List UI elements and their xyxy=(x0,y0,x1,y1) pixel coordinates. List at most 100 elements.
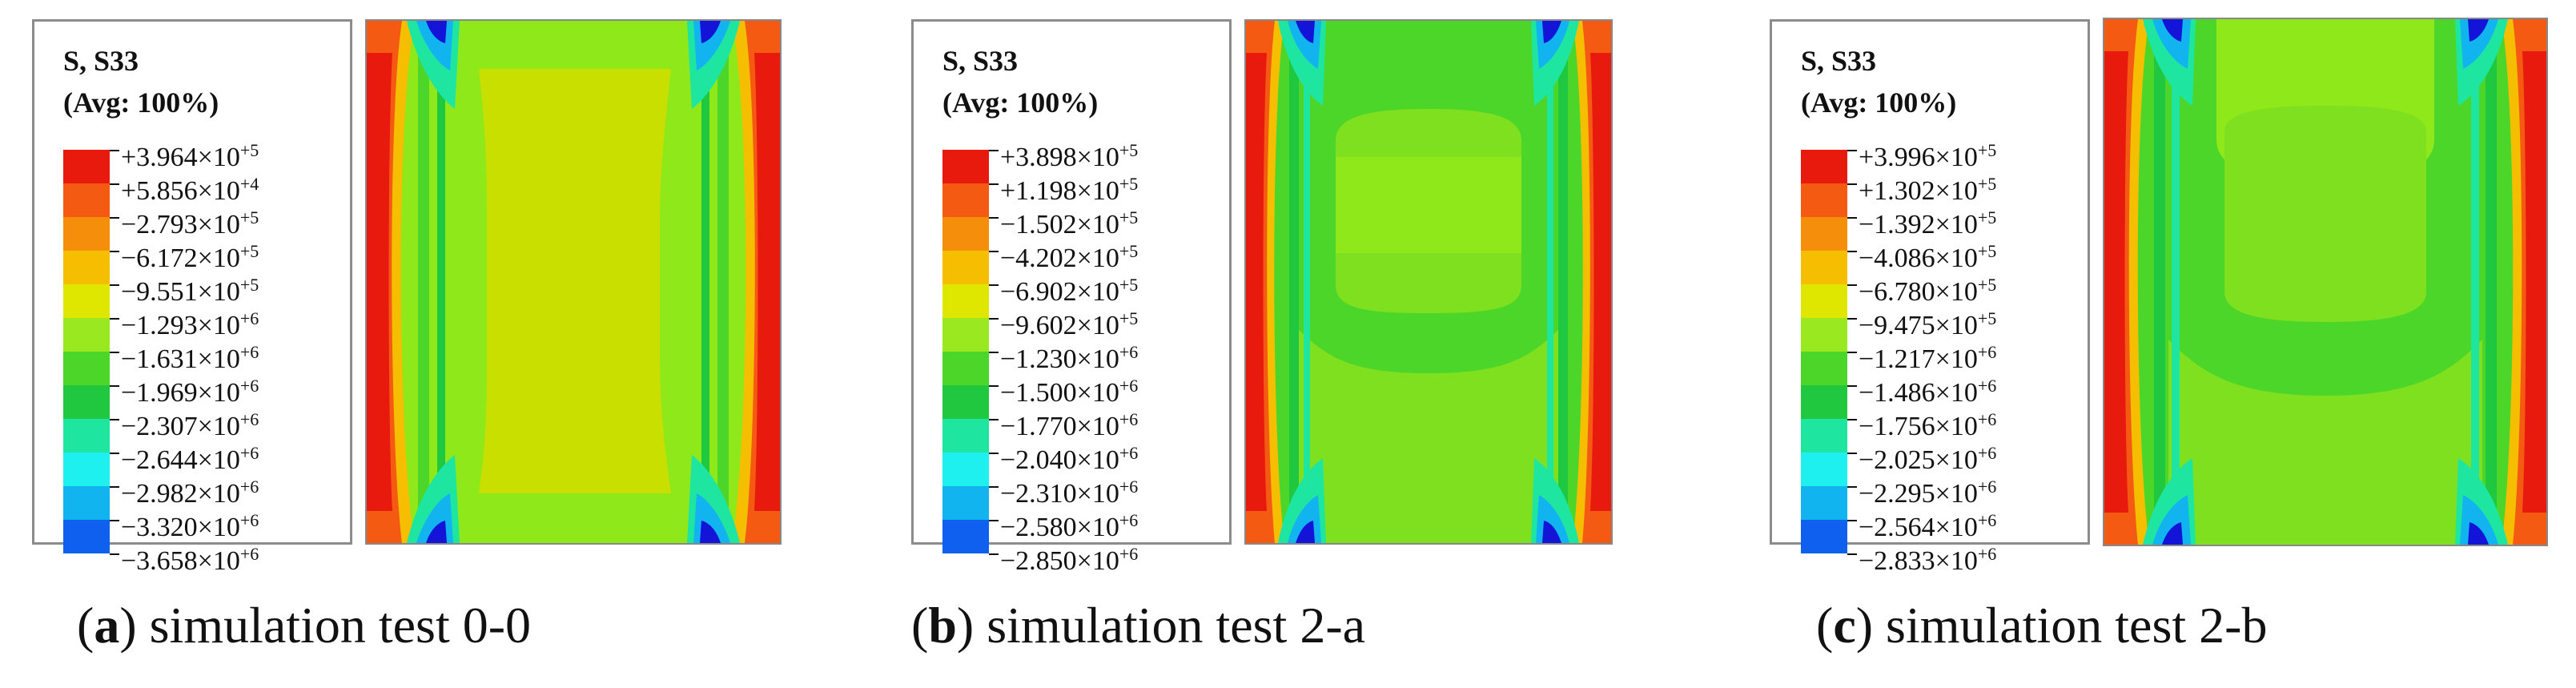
swatch xyxy=(942,318,989,352)
swatch xyxy=(63,453,110,486)
swatch xyxy=(1801,183,1847,217)
tick xyxy=(110,385,119,387)
legend-box: S, S33 (Avg: 100%) +3.996×10+5 +1.302×10… xyxy=(1770,19,2090,545)
scale-value: −2.310×10+6 xyxy=(1000,473,1138,508)
scale-value: −1.230×10+6 xyxy=(1000,339,1138,373)
swatch xyxy=(63,318,110,352)
tick xyxy=(1847,251,1857,252)
tick xyxy=(110,318,119,320)
scale-value: −2.644×10+6 xyxy=(121,440,259,474)
scale-value: −9.475×10+5 xyxy=(1859,305,1996,340)
tick xyxy=(1847,553,1857,555)
legend-box: S, S33 (Avg: 100%) +3.898×10+5 +1.198×10… xyxy=(911,19,1232,545)
tick xyxy=(989,553,999,555)
scale-value: +5.856×10+4 xyxy=(121,171,259,205)
tick xyxy=(989,352,999,353)
tick xyxy=(989,486,999,488)
caption: (c) simulation test 2-b xyxy=(1816,596,2267,655)
legend-subtitle: (Avg: 100%) xyxy=(942,86,1098,119)
legend-title: S, S33 xyxy=(63,44,139,78)
swatch xyxy=(63,251,110,284)
contour-band xyxy=(367,53,392,511)
contour-band xyxy=(2154,19,2165,545)
contour-plot xyxy=(1244,19,1613,545)
tick xyxy=(1847,352,1857,353)
scale-value: +1.198×10+5 xyxy=(1000,171,1138,205)
tick xyxy=(110,553,119,555)
scale-value: −2.564×10+6 xyxy=(1859,507,1996,541)
scale-value: +1.302×10+5 xyxy=(1859,171,1996,205)
swatch xyxy=(942,150,989,183)
tick xyxy=(989,150,999,151)
scale-value: −3.320×10+6 xyxy=(121,507,259,541)
contour-band xyxy=(2172,19,2180,545)
swatch xyxy=(1801,419,1847,453)
swatch xyxy=(942,251,989,284)
tick xyxy=(1847,217,1857,219)
tick xyxy=(110,520,119,521)
scale-value: −6.780×10+5 xyxy=(1859,272,1996,306)
scale-value: −2.307×10+6 xyxy=(121,406,259,441)
legend-title: S, S33 xyxy=(1801,44,1876,78)
contour-band xyxy=(1304,21,1310,543)
swatch xyxy=(1801,150,1847,183)
scale-value: −4.086×10+5 xyxy=(1859,238,1996,272)
tick xyxy=(1847,318,1857,320)
swatch xyxy=(63,150,110,183)
scale-value: +3.964×10+5 xyxy=(121,137,259,171)
scale-value: −1.770×10+6 xyxy=(1000,406,1138,441)
tick xyxy=(989,217,999,219)
contour-plot xyxy=(365,19,782,545)
tick xyxy=(989,251,999,252)
scale-value: −2.982×10+6 xyxy=(121,473,259,508)
contour-band xyxy=(1336,157,1521,253)
swatch xyxy=(942,486,989,520)
swatch xyxy=(1801,318,1847,352)
tick xyxy=(110,217,119,219)
swatch xyxy=(63,486,110,520)
legend-box: S, S33 (Avg: 100%) +3.964×10+5 +5.856×10… xyxy=(32,19,352,545)
swatch xyxy=(1801,520,1847,553)
scale-value: −4.202×10+5 xyxy=(1000,238,1138,272)
swatch xyxy=(63,520,110,553)
scale-value: −1.756×10+6 xyxy=(1859,406,1996,441)
tick xyxy=(110,352,119,353)
swatch xyxy=(942,352,989,385)
contour-band xyxy=(701,21,709,543)
swatch xyxy=(63,352,110,385)
swatch xyxy=(942,419,989,453)
swatch xyxy=(63,419,110,453)
panel-b: S, S33 (Avg: 100%) +3.898×10+5 +1.198×10… xyxy=(879,0,1738,688)
scale-value: −1.217×10+6 xyxy=(1859,339,1996,373)
panel-c: S, S33 (Avg: 100%) +3.996×10+5 +1.302×10… xyxy=(1738,0,2576,688)
scale-value: −9.602×10+5 xyxy=(1000,305,1138,340)
tick xyxy=(989,385,999,387)
swatch xyxy=(942,385,989,419)
contour-band xyxy=(418,21,429,543)
swatch xyxy=(63,284,110,318)
scale-value: −2.833×10+6 xyxy=(1859,541,1996,575)
scale-value: +3.898×10+5 xyxy=(1000,137,1138,171)
scale-value: −9.551×10+5 xyxy=(121,272,259,306)
swatch xyxy=(1801,251,1847,284)
tick xyxy=(110,251,119,252)
contour-band xyxy=(1558,21,1568,543)
tick xyxy=(989,183,999,185)
scale-value: −1.631×10+6 xyxy=(121,339,259,373)
caption: (a) simulation test 0-0 xyxy=(77,596,531,655)
swatch xyxy=(63,385,110,419)
tick xyxy=(989,318,999,320)
caption: (b) simulation test 2-a xyxy=(911,596,1365,655)
contour-band xyxy=(2486,19,2497,545)
contour-svg xyxy=(2104,19,2546,545)
swatch xyxy=(1801,284,1847,318)
panel-a: S, S33 (Avg: 100%) +3.964×10+5 +5.856×10… xyxy=(0,0,859,688)
swatch xyxy=(942,284,989,318)
tick xyxy=(110,284,119,286)
legend-subtitle: (Avg: 100%) xyxy=(1801,86,1956,119)
contour-band xyxy=(1547,21,1553,543)
legend-title: S, S33 xyxy=(942,44,1018,78)
tick xyxy=(1847,183,1857,185)
tick xyxy=(1847,284,1857,286)
contour-band xyxy=(2224,106,2426,322)
